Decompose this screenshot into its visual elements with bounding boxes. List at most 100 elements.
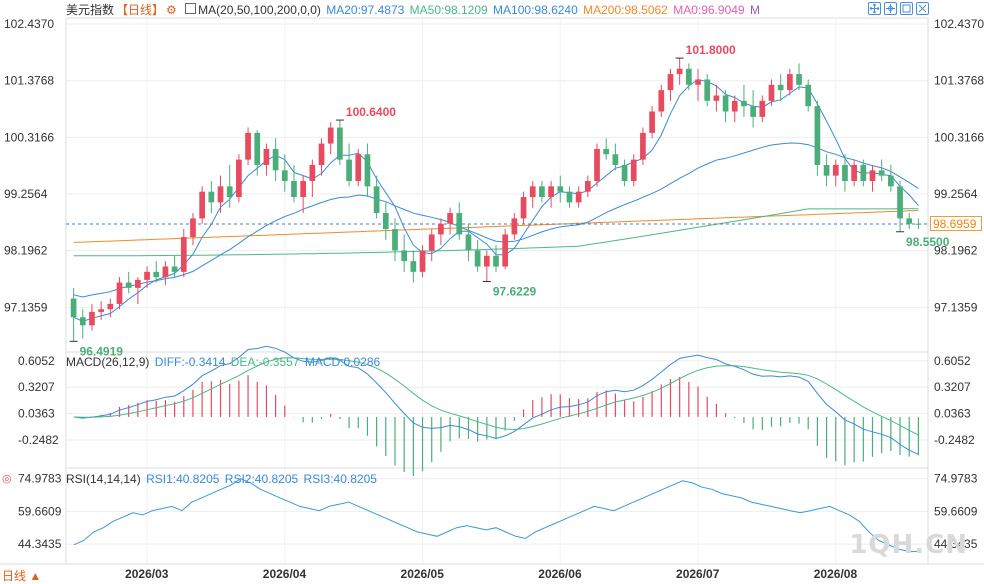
expand-icon[interactable] (900, 2, 913, 15)
candle-body (89, 311, 95, 326)
settings-icon[interactable]: ⚙ (166, 3, 177, 17)
candle (860, 159, 867, 187)
candle (89, 303, 95, 331)
macd-tick-left: 0.3207 (18, 380, 55, 394)
candle (685, 63, 692, 91)
candle-body (392, 229, 398, 251)
ma0-value: MA0:96.9049 (673, 3, 745, 17)
candle-body (520, 197, 527, 219)
candle-body (107, 303, 114, 310)
candle-body (190, 218, 196, 238)
candle-body (364, 154, 371, 187)
candle-body (79, 317, 86, 326)
price-tick-right: 97.1359 (934, 300, 978, 314)
candle (658, 84, 665, 117)
restore-icon[interactable] (916, 2, 929, 15)
candle (529, 180, 536, 208)
extreme-label: 98.5500 (906, 235, 950, 249)
ma200-line (73, 210, 919, 243)
candle (392, 218, 398, 262)
candle (236, 154, 242, 203)
candle (741, 84, 747, 117)
candle (263, 143, 270, 176)
candle (759, 95, 766, 123)
candle-body (676, 68, 683, 75)
price-tick-right: 101.3768 (934, 74, 984, 88)
candle-body (180, 237, 187, 272)
candle-body (621, 164, 628, 181)
macd-legend: MACD(26,12,9) DIFF:-0.3414 DEA:-0.3557 M… (66, 355, 382, 369)
candle (217, 175, 224, 214)
candle (291, 164, 297, 203)
candle (162, 261, 169, 286)
candle-body (566, 191, 573, 203)
month-tick: 2026/08 (814, 567, 858, 581)
last-price-tag: 98.6959 (930, 216, 982, 231)
candle (79, 309, 86, 339)
candle-body (401, 250, 408, 262)
candle-body (750, 106, 756, 117)
candle (777, 74, 784, 101)
candle-body (685, 68, 692, 85)
candle-body (199, 191, 205, 219)
extreme-label: 101.8000 (686, 43, 736, 57)
candle (208, 180, 215, 214)
ma50-value: MA50:98.1209 (409, 3, 488, 17)
candle-body (548, 186, 554, 198)
candle (327, 122, 334, 155)
crosshair-icon[interactable] (884, 2, 897, 15)
candle (456, 202, 463, 240)
rsi2-value: RSI2:40.8205 (224, 472, 299, 486)
rsi3-value: RSI3:40.8205 (303, 472, 377, 486)
candle (180, 229, 187, 278)
month-tick: 2026/05 (401, 567, 445, 581)
period-label[interactable]: 【日线】 (116, 3, 165, 17)
candle (621, 159, 628, 187)
candle (346, 143, 352, 187)
macd-tick-left: 0.0363 (18, 407, 55, 421)
candle (897, 180, 903, 232)
candle-body (851, 164, 857, 181)
candle-body (337, 127, 343, 160)
candle (557, 175, 564, 203)
candle (667, 68, 674, 101)
period-select[interactable]: 日线 ▲ (2, 569, 42, 583)
candle (107, 298, 114, 318)
candle (676, 58, 683, 85)
macd-tick-right: 0.0363 (934, 407, 971, 421)
candle-body (906, 218, 913, 224)
candle-body (373, 186, 380, 214)
candle (915, 218, 922, 230)
candle (190, 213, 196, 246)
candle (594, 143, 600, 187)
rsi1-value: RSI1:40.8205 (146, 472, 220, 486)
candle-body (759, 100, 766, 117)
candle-body (263, 148, 270, 165)
move-icon[interactable] (868, 2, 881, 15)
candle (695, 68, 701, 101)
rsi-target-icon[interactable]: ◎ (2, 473, 12, 485)
candle-body (667, 74, 674, 91)
candle (70, 287, 77, 342)
rsi-tick-left: 74.9783 (18, 472, 62, 486)
price-tick-right: 100.3166 (934, 130, 984, 144)
candle-body (805, 84, 812, 107)
price-tick-left: 100.3166 (4, 130, 54, 144)
candle (575, 186, 582, 208)
macd-dea-value: DEA:-0.3557 (230, 355, 300, 369)
candle-body (722, 95, 729, 112)
candle (713, 84, 720, 112)
macd-params: MACD(26,12,9) (66, 355, 150, 369)
candle (438, 218, 444, 246)
month-tick: 2026/06 (538, 567, 582, 581)
candle (153, 261, 160, 283)
candle-body (346, 159, 352, 181)
price-tick-left: 102.4370 (4, 17, 54, 31)
candle (419, 245, 426, 278)
candle-body (208, 191, 215, 203)
candle-body (410, 261, 417, 272)
candle-body (511, 218, 518, 235)
candle-body (144, 271, 150, 280)
pane-borders (0, 17, 984, 565)
